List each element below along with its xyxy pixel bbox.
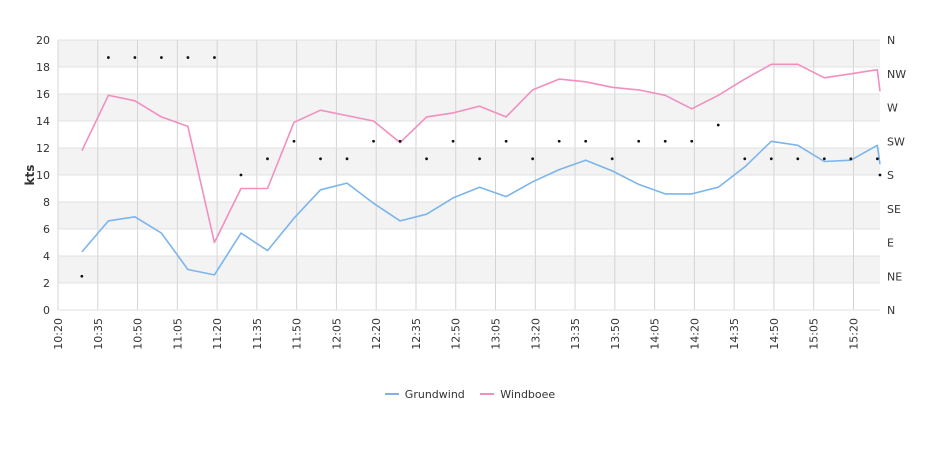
plot-band (58, 40, 880, 67)
x-tick-label: 14:20 (688, 318, 701, 350)
direction-point (822, 157, 826, 161)
series-lines (81, 63, 881, 276)
y-tick-label: 6 (43, 223, 50, 236)
y-tick-label: 4 (43, 250, 50, 263)
plot-band (58, 256, 880, 283)
direction-point (292, 139, 296, 143)
direction-point (663, 139, 667, 143)
x-tick-label: 13:35 (569, 318, 582, 350)
series-line-grundwind (81, 140, 881, 276)
direction-tick-label: N (887, 34, 895, 47)
direction-point (849, 157, 853, 161)
y-tick-label: 20 (36, 34, 50, 47)
direction-point (557, 139, 561, 143)
direction-point (372, 139, 375, 143)
direction-point (478, 157, 482, 161)
direction-tick-label: E (887, 237, 894, 250)
direction-tick-label: SW (887, 135, 905, 148)
x-tick-label: 12:05 (330, 318, 343, 350)
direction-point (133, 56, 137, 59)
direction-point (451, 139, 455, 143)
direction-point (584, 139, 588, 143)
plot-band (58, 202, 880, 229)
plot-band (58, 148, 880, 175)
direction-point (504, 139, 508, 143)
direction-point (716, 123, 720, 127)
direction-point (345, 157, 349, 161)
x-tick-label: 10:20 (52, 318, 65, 350)
direction-point (266, 157, 269, 161)
x-tick-label: 15:20 (847, 318, 860, 350)
legend: Grundwind Windboee (0, 385, 940, 401)
series-line-windboee (81, 63, 881, 244)
x-tick-label: 13:50 (609, 318, 622, 350)
x-tick-label: 13:05 (490, 318, 503, 350)
x-tick-label: 11:50 (291, 318, 304, 350)
plot-bands (58, 40, 880, 283)
y-tick-label: 0 (43, 304, 50, 317)
direction-tick-label: W (887, 102, 898, 115)
direction-point (186, 56, 190, 59)
direction-point (637, 139, 641, 143)
y-axis-ticks: 0 2 4 6 8 10 12 14 16 18 20 (36, 34, 50, 317)
direction-point (690, 139, 694, 143)
direction-point (106, 56, 110, 59)
y-axis-label: kts (23, 165, 37, 186)
direction-point (610, 157, 614, 161)
direction-point (319, 157, 322, 161)
x-tick-label: 11:35 (251, 318, 264, 350)
plot-band (58, 94, 880, 121)
direction-point (796, 157, 800, 161)
y-tick-label: 14 (36, 115, 50, 128)
direction-tick-label: N (887, 304, 895, 317)
direction-point (875, 157, 879, 161)
legend-item-windboee[interactable]: Windboee (480, 388, 555, 401)
x-tick-label: 14:50 (768, 318, 781, 350)
x-tick-label: 15:05 (808, 318, 821, 350)
legend-swatch-windboee (480, 393, 495, 395)
direction-point (80, 274, 84, 278)
direction-tick-label: NE (887, 270, 902, 283)
x-tick-label: 11:20 (211, 318, 224, 350)
x-tick-label: 14:05 (649, 318, 662, 350)
direction-point (769, 157, 773, 161)
direction-tick-label: NW (887, 68, 906, 81)
legend-label-windboee: Windboee (500, 387, 556, 401)
direction-axis-ticks: N NE E SE S SW W NW N (887, 34, 906, 317)
direction-point (213, 56, 216, 59)
direction-point (160, 56, 163, 59)
horizontal-gridlines (58, 39, 880, 311)
direction-point (239, 173, 243, 177)
legend-swatch-grundwind (384, 393, 399, 395)
x-tick-label: 11:05 (171, 318, 184, 350)
x-tick-label: 12:50 (450, 318, 463, 350)
y-tick-label: 10 (36, 169, 50, 182)
legend-item-grundwind[interactable]: Grundwind (384, 387, 465, 401)
direction-markers (80, 56, 882, 278)
x-tick-label: 10:50 (132, 318, 145, 350)
direction-point (531, 157, 535, 161)
y-tick-label: 8 (43, 196, 50, 209)
direction-point (425, 157, 428, 161)
x-axis-ticks: 10:20 10:35 10:50 11:05 11:20 11:35 11:50 12:05… (52, 318, 860, 350)
y-tick-label: 12 (36, 142, 50, 155)
x-tick-label: 13:20 (529, 318, 542, 350)
x-tick-label: 12:20 (370, 318, 383, 350)
direction-point (743, 157, 747, 161)
x-tick-label: 12:35 (410, 318, 423, 350)
y-tick-label: 2 (43, 277, 50, 290)
y-tick-label: 16 (36, 88, 50, 101)
direction-tick-label: S (887, 169, 894, 182)
legend-label-grundwind: Grundwind (404, 387, 465, 401)
direction-point (878, 173, 882, 177)
y-tick-label: 18 (36, 61, 50, 74)
x-tick-label: 10:35 (92, 318, 105, 350)
direction-tick-label: SE (887, 203, 901, 216)
x-tick-label: 14:35 (728, 318, 741, 350)
direction-point (398, 139, 402, 143)
